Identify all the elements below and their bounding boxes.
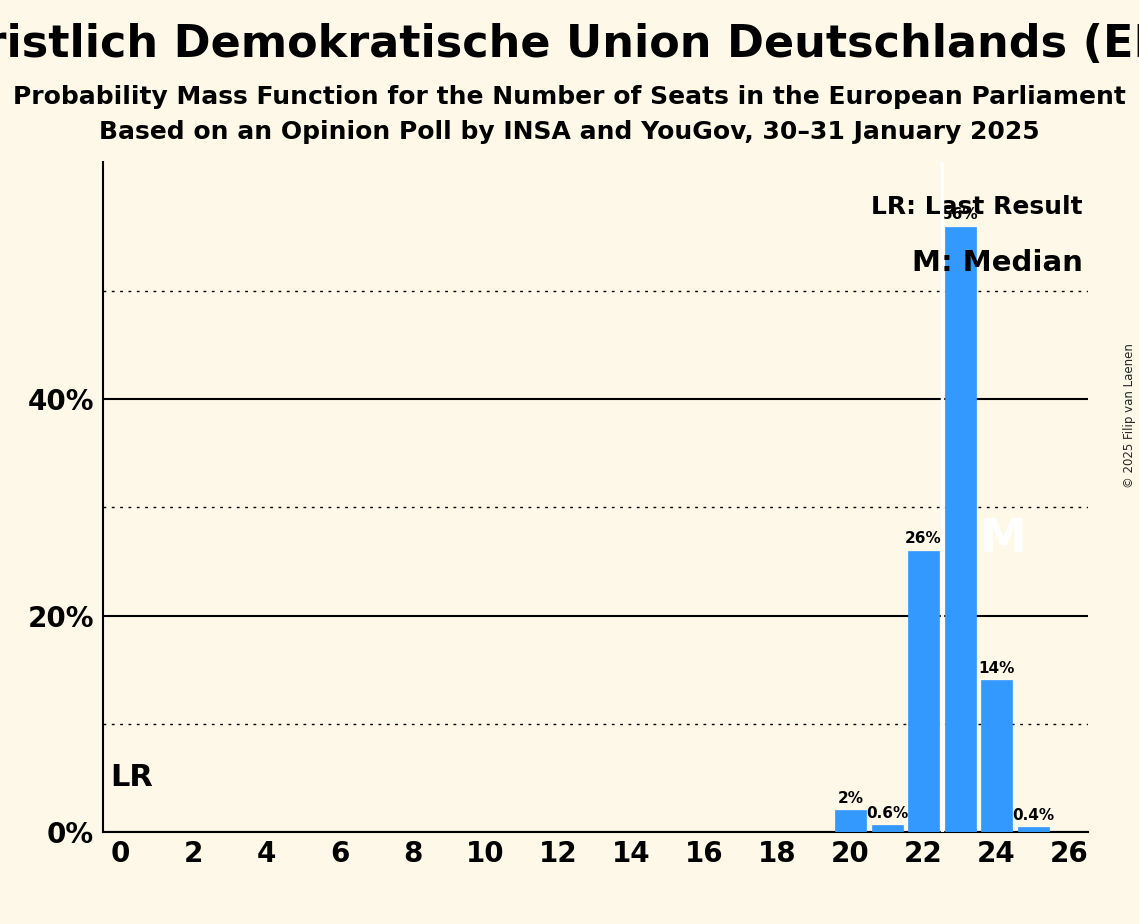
Text: 0.4%: 0.4% bbox=[1011, 808, 1054, 823]
Bar bbox=[944, 226, 975, 832]
Text: LR: LR bbox=[109, 763, 153, 792]
Text: Christlich Demokratische Union Deutschlands (EPP): Christlich Demokratische Union Deutschla… bbox=[0, 23, 1139, 67]
Text: LR: Last Result: LR: Last Result bbox=[871, 195, 1083, 219]
Text: 0.6%: 0.6% bbox=[866, 806, 908, 821]
Text: Probability Mass Function for the Number of Seats in the European Parliament: Probability Mass Function for the Number… bbox=[13, 85, 1126, 109]
Bar bbox=[1017, 827, 1049, 832]
Text: 2%: 2% bbox=[837, 791, 863, 806]
Bar bbox=[908, 551, 939, 832]
Bar bbox=[835, 810, 866, 832]
Bar bbox=[981, 680, 1013, 832]
Bar bbox=[871, 825, 902, 832]
Text: M: M bbox=[980, 517, 1027, 563]
Text: 14%: 14% bbox=[978, 661, 1015, 676]
Text: © 2025 Filip van Laenen: © 2025 Filip van Laenen bbox=[1123, 344, 1137, 488]
Text: 56%: 56% bbox=[942, 207, 978, 222]
Text: Based on an Opinion Poll by INSA and YouGov, 30–31 January 2025: Based on an Opinion Poll by INSA and You… bbox=[99, 120, 1040, 144]
Text: 26%: 26% bbox=[906, 531, 942, 546]
Text: M: Median: M: Median bbox=[912, 249, 1083, 277]
